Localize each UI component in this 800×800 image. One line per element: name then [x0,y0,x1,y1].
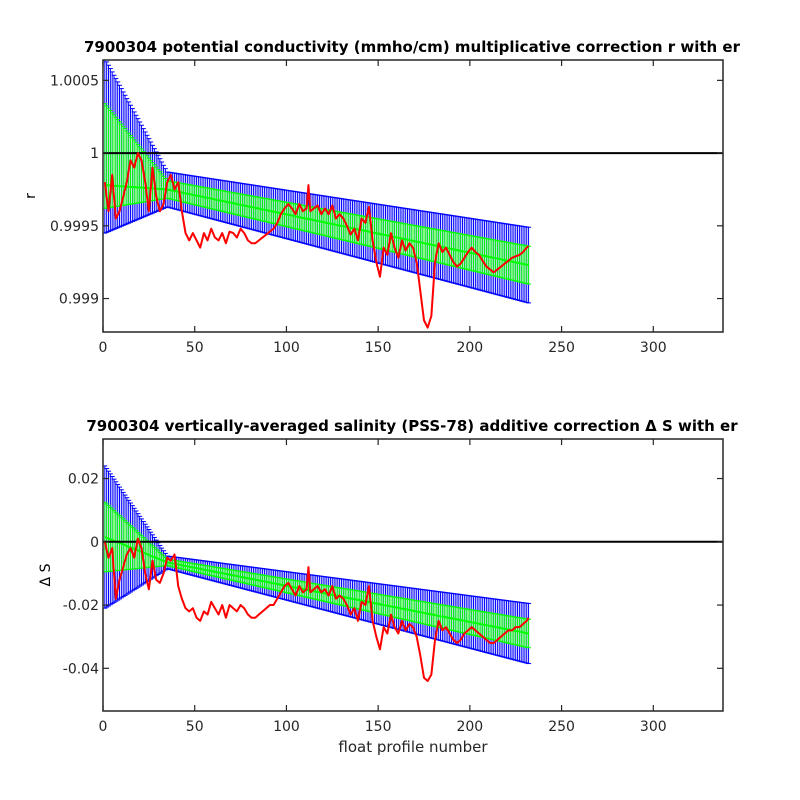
plot-area [103,465,723,682]
x-tick-label: 250 [548,340,575,356]
plot-area [103,60,723,329]
x-tick-label: 300 [640,719,667,735]
y-tick-label: 0 [90,535,99,551]
profile-estimate-line [103,537,530,682]
axes-ticks: 0 50 100 150 200 250 300 -0.04 -0.02 0 0.02 [63,439,723,735]
x-tick-label: 250 [548,719,575,735]
x-tick-label: 50 [186,719,204,735]
fit-line [104,184,529,267]
y-tick-label: 0.999 [59,292,99,308]
x-tick-label: 200 [456,340,483,356]
axes-ticks: 0 50 100 150 200 250 300 0.999 0.9995 1 1.0005 [50,60,723,356]
y-tick-label: -0.02 [63,598,99,614]
y-tick-label: 0.02 [68,472,99,488]
x-tick-label: 0 [99,340,108,356]
x-tick-label: 0 [99,719,108,735]
y-axis-label: Δ S [38,563,54,586]
y-tick-label: 1 [90,146,99,162]
conductivity-correction-panel: 7900304 potential conductivity (mmho/cm)… [23,38,741,356]
profile-estimate-line [103,152,530,329]
x-tick-label: 200 [456,719,483,735]
axes-box [102,59,724,333]
x-tick-label: 100 [273,719,300,735]
x-axis-label: float profile number [338,738,488,756]
x-tick-label: 150 [365,340,392,356]
axes-box [102,438,724,712]
y-tick-label: -0.04 [63,661,99,677]
x-tick-label: 100 [273,340,300,356]
x-tick-label: 150 [365,719,392,735]
x-tick-label: 50 [186,340,204,356]
y-axis-label: r [23,193,39,199]
x-tick-label: 300 [640,340,667,356]
salinity-correction-panel: 7900304 vertically-averaged salinity (PS… [38,417,738,756]
y-tick-label: 0.9995 [50,219,99,235]
y-tick-label: 1.0005 [50,73,99,89]
panel-title: 7900304 vertically-averaged salinity (PS… [86,417,738,435]
panel-title: 7900304 potential conductivity (mmho/cm)… [84,38,741,56]
